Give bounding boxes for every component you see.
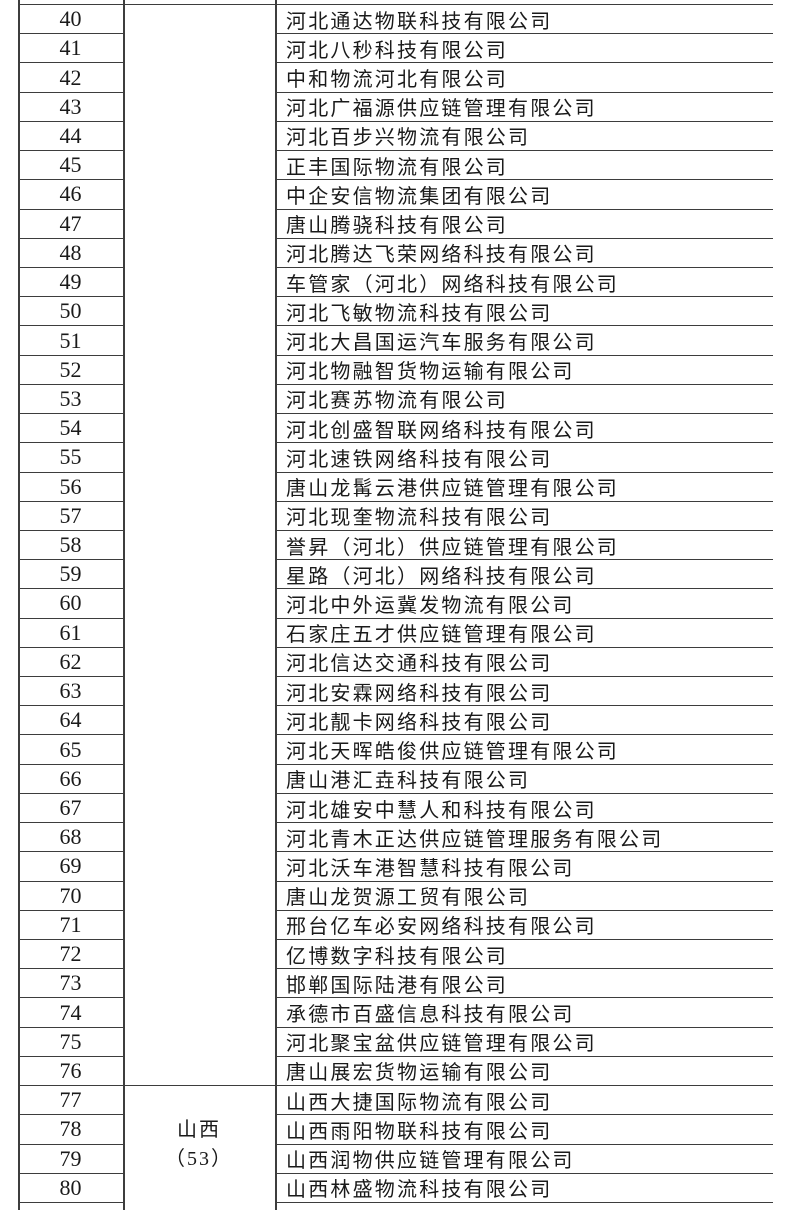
company-name-cell: 河北中外运冀发物流有限公司: [275, 589, 773, 619]
row-number-cell: 63: [18, 677, 123, 707]
province-label-line: （53）: [165, 1147, 233, 1170]
row-number-cell: 51: [18, 326, 123, 356]
company-name-cell: 河北沃车港智慧科技有限公司: [275, 852, 773, 882]
row-number-cell: 50: [18, 297, 123, 327]
row-number-cell: 43: [18, 93, 123, 122]
company-name-cell: 车管家（河北）网络科技有限公司: [275, 268, 773, 298]
row-number-cell: 65: [18, 735, 123, 765]
row-number-cell: 70: [18, 882, 123, 911]
company-name-cell: 唐山龙贺源工贸有限公司: [275, 882, 773, 911]
company-name-cell: 河北八秒科技有限公司: [275, 34, 773, 64]
row-number-cell: 47: [18, 210, 123, 239]
row-number-cell: 44: [18, 122, 123, 152]
company-name-cell: 唐山龙髯云港供应链管理有限公司: [275, 473, 773, 502]
row-number-cell: 66: [18, 765, 123, 794]
row-number-cell: 60: [18, 589, 123, 619]
row-number-cell: 56: [18, 473, 123, 502]
company-name-cell: 河北创盛智联网络科技有限公司: [275, 414, 773, 444]
row-number-cell: 53: [18, 385, 123, 415]
company-name-cell: 河北物融智货物运输有限公司: [275, 356, 773, 385]
row-number-cell: 68: [18, 823, 123, 853]
row-number-cell: 61: [18, 619, 123, 648]
province-cell: [123, 5, 275, 1087]
company-name-cell: 唐山展宏货物运输有限公司: [275, 1057, 773, 1087]
company-name-cell: 河北靓卡网络科技有限公司: [275, 706, 773, 736]
company-name-cell: 河北天晖皓俊供应链管理有限公司: [275, 735, 773, 765]
company-name-cell: 中和物流河北有限公司: [275, 63, 773, 93]
company-name-cell: 河北腾达飞荣网络科技有限公司: [275, 239, 773, 268]
company-name-cell: 河北青木正达供应链管理服务有限公司: [275, 823, 773, 853]
row-number-cell: 45: [18, 151, 123, 181]
company-name-cell: 唐山腾骁科技有限公司: [275, 210, 773, 239]
row-number-cell: 52: [18, 356, 123, 385]
company-name-cell: 亿博数字科技有限公司: [275, 940, 773, 970]
company-name-cell: 山西大捷国际物流有限公司: [275, 1086, 773, 1116]
company-name-cell: 河北大昌国运汽车服务有限公司: [275, 326, 773, 356]
company-name-cell: 河北速铁网络科技有限公司: [275, 443, 773, 473]
company-name-cell: 星路（河北）网络科技有限公司: [275, 560, 773, 590]
row-number-cell: 49: [18, 268, 123, 298]
company-name-cell: 河北雄安中慧人和科技有限公司: [275, 794, 773, 824]
company-name-cell: 河北百步兴物流有限公司: [275, 122, 773, 152]
province-cell: 山西 （53）: [123, 1086, 275, 1203]
company-name-cell: 邢台亿车必安网络科技有限公司: [275, 911, 773, 940]
company-name-cell: 石家庄五才供应链管理有限公司: [275, 619, 773, 648]
companies-table: 40 河北通达物联科技有限公司 41 河北八秒科技有限公司 42 中和物流河北有限公司 43…: [18, 0, 773, 1210]
company-name-cell: 山西雨阳物联科技有限公司: [275, 1115, 773, 1145]
row-number-cell: 72: [18, 940, 123, 970]
row-number-cell: 55: [18, 443, 123, 473]
company-name-cell: 河北聚宝盆供应链管理有限公司: [275, 1028, 773, 1057]
row-number-cell: 42: [18, 63, 123, 93]
row-number-cell: 74: [18, 998, 123, 1028]
companies-table-grid: 40 河北通达物联科技有限公司 41 河北八秒科技有限公司 42 中和物流河北有限公司 43…: [18, 0, 773, 1210]
province-label-line: 山西: [177, 1118, 221, 1141]
company-name-cell: 誉昇（河北）供应链管理有限公司: [275, 531, 773, 561]
company-name-cell: 河北飞敏物流科技有限公司: [275, 297, 773, 327]
company-name-cell: 山西润物供应链管理有限公司: [275, 1145, 773, 1174]
row-number-cell: 41: [18, 34, 123, 64]
row-number-cell: 48: [18, 239, 123, 268]
row-number-cell: 64: [18, 706, 123, 736]
row-number-cell: 54: [18, 414, 123, 444]
company-name-cell: 邯郸国际陆港有限公司: [275, 969, 773, 999]
company-name-cell: 正丰国际物流有限公司: [275, 151, 773, 181]
company-name-cell: 河北信达交通科技有限公司: [275, 648, 773, 678]
company-name-cell: 山西林盛物流科技有限公司: [275, 1174, 773, 1203]
row-number-cell: 57: [18, 502, 123, 531]
row-number-cell: 80: [18, 1174, 123, 1203]
company-name-cell: 中企安信物流集团有限公司: [275, 180, 773, 210]
row-number-cell: 71: [18, 911, 123, 940]
table-column-divider-1: [123, 0, 125, 1210]
table-left-border-line: [18, 0, 20, 1210]
row-number-cell: 46: [18, 180, 123, 210]
company-name-cell: 河北安霖网络科技有限公司: [275, 677, 773, 707]
row-number-cell: 40: [18, 5, 123, 35]
company-name-cell: 河北广福源供应链管理有限公司: [275, 93, 773, 122]
row-number-cell: 62: [18, 648, 123, 678]
row-number-cell: 77: [18, 1086, 123, 1116]
row-number-cell: 58: [18, 531, 123, 561]
company-name-cell: 河北赛苏物流有限公司: [275, 385, 773, 415]
company-name-cell: 唐山港汇垚科技有限公司: [275, 765, 773, 794]
row-number-cell: 67: [18, 794, 123, 824]
company-name-cell: 承德市百盛信息科技有限公司: [275, 998, 773, 1028]
row-number-cell: 79: [18, 1145, 123, 1174]
row-number-cell: 76: [18, 1057, 123, 1087]
row-number-cell: 59: [18, 560, 123, 590]
row-number-cell: 69: [18, 852, 123, 882]
row-number-cell: 73: [18, 969, 123, 999]
company-name-cell: 河北现奎物流科技有限公司: [275, 502, 773, 531]
row-number-cell: 75: [18, 1028, 123, 1057]
table-column-divider-2: [275, 0, 277, 1210]
row-number-cell: 78: [18, 1115, 123, 1145]
company-name-cell: 河北通达物联科技有限公司: [275, 5, 773, 35]
